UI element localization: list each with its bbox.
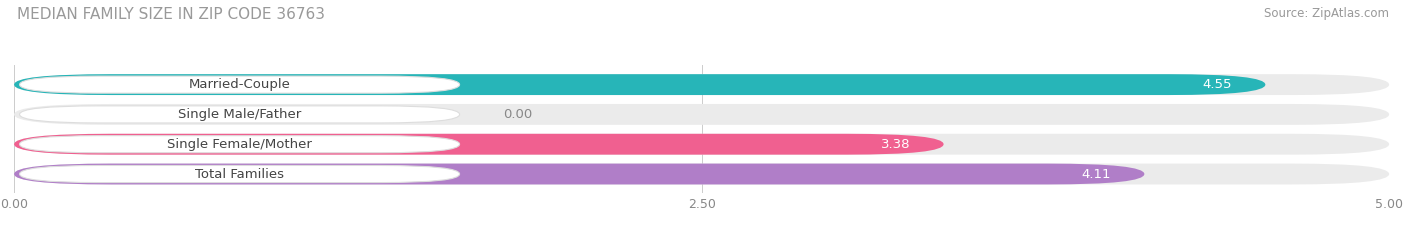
Text: 3.38: 3.38: [882, 138, 911, 151]
FancyBboxPatch shape: [14, 74, 1265, 95]
FancyBboxPatch shape: [14, 164, 1144, 185]
Text: 4.11: 4.11: [1081, 168, 1111, 181]
Text: Single Female/Mother: Single Female/Mother: [167, 138, 312, 151]
FancyBboxPatch shape: [14, 74, 1389, 95]
FancyBboxPatch shape: [14, 134, 1389, 155]
FancyBboxPatch shape: [20, 165, 460, 183]
FancyBboxPatch shape: [14, 104, 1389, 125]
FancyBboxPatch shape: [20, 136, 460, 153]
Text: 4.55: 4.55: [1204, 78, 1233, 91]
Text: MEDIAN FAMILY SIZE IN ZIP CODE 36763: MEDIAN FAMILY SIZE IN ZIP CODE 36763: [17, 7, 325, 22]
FancyBboxPatch shape: [14, 164, 1389, 185]
Text: Source: ZipAtlas.com: Source: ZipAtlas.com: [1264, 7, 1389, 20]
Text: Single Male/Father: Single Male/Father: [179, 108, 301, 121]
Text: Married-Couple: Married-Couple: [188, 78, 291, 91]
FancyBboxPatch shape: [20, 76, 460, 93]
Text: 0.00: 0.00: [503, 108, 533, 121]
Text: Total Families: Total Families: [195, 168, 284, 181]
FancyBboxPatch shape: [14, 134, 943, 155]
FancyBboxPatch shape: [20, 106, 460, 123]
